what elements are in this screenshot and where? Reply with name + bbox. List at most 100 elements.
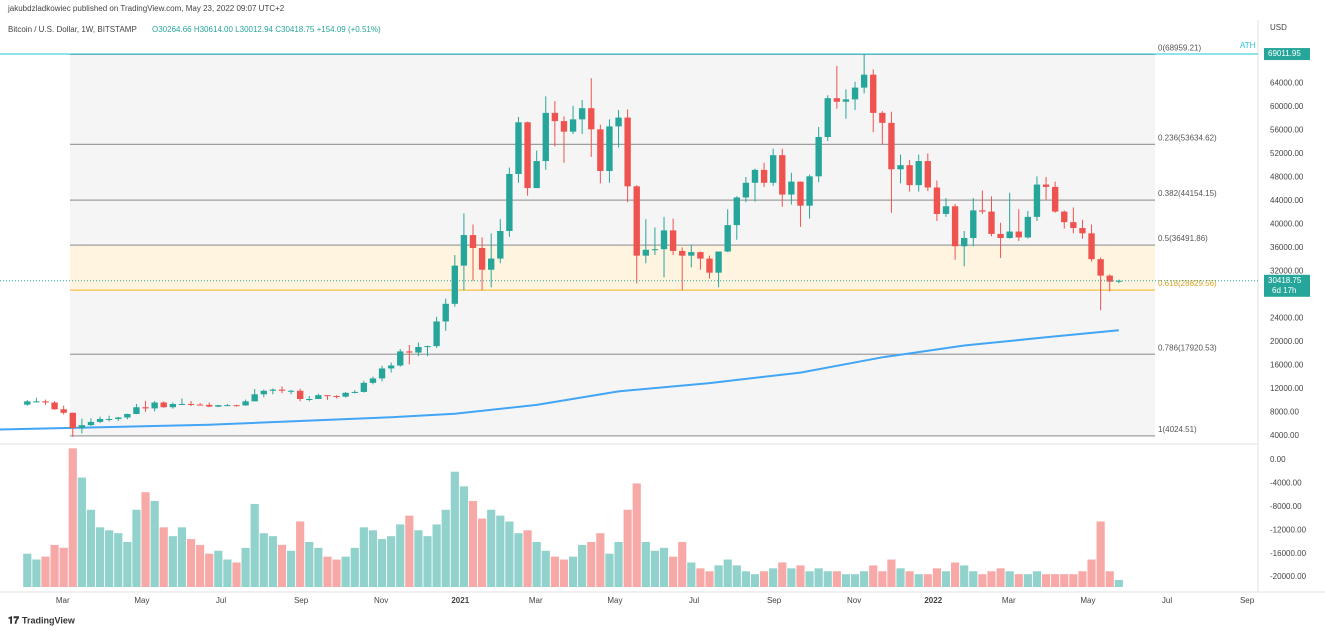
y-tick-label: 52000.00 xyxy=(1270,149,1304,158)
volume-bar xyxy=(996,568,1005,587)
candle-body xyxy=(915,161,922,186)
volume-bar xyxy=(860,571,869,587)
candle-body xyxy=(78,425,86,429)
candle-body xyxy=(296,390,304,399)
candle-body xyxy=(378,368,386,379)
volume-bar xyxy=(95,527,105,587)
x-tick-label: Jul xyxy=(689,596,699,605)
candle-body xyxy=(660,230,668,250)
volume-bar xyxy=(878,571,887,587)
candle-body xyxy=(769,155,777,183)
candle-body xyxy=(60,409,67,413)
candle-body xyxy=(1051,186,1059,212)
volume-bar xyxy=(568,556,578,587)
candle-body xyxy=(1006,231,1013,239)
volume-bar xyxy=(1014,574,1023,587)
candle-body xyxy=(233,405,240,407)
volume-bar xyxy=(268,536,277,587)
volume-bar xyxy=(168,536,177,587)
candle-body xyxy=(69,412,76,429)
candle-body xyxy=(788,181,795,195)
volume-bar xyxy=(32,559,41,587)
volume-bar xyxy=(450,471,459,587)
brand: TradingView xyxy=(22,615,76,625)
volume-bar xyxy=(305,541,314,587)
volume-bar xyxy=(823,571,832,587)
x-tick-label: May xyxy=(134,596,149,605)
volume-bar xyxy=(487,509,496,587)
y-tick-label: 24000.00 xyxy=(1270,314,1304,323)
volume-bar xyxy=(77,477,86,587)
volume-bar xyxy=(1023,574,1032,587)
candle-body xyxy=(715,251,722,273)
volume-bar xyxy=(778,562,787,587)
candle-body xyxy=(588,108,595,130)
x-tick-label: Nov xyxy=(374,596,388,605)
logo: 𝟏𝟕 xyxy=(8,616,20,627)
y2-tick-label: -16000.00 xyxy=(1270,549,1307,558)
candle-body xyxy=(997,233,1004,239)
candle-body xyxy=(988,211,995,234)
volume-bar xyxy=(787,568,796,587)
candle-body xyxy=(906,165,913,186)
volume-bar xyxy=(1041,574,1051,587)
candle-body xyxy=(651,249,659,251)
volume-bar xyxy=(932,568,941,587)
volume-bar xyxy=(332,559,341,587)
volume-bar xyxy=(296,521,305,587)
candle-body xyxy=(924,161,931,188)
volume-bar xyxy=(650,550,660,587)
fib-label: 0(68959.21) xyxy=(1158,43,1201,52)
volume-bar xyxy=(150,500,159,587)
volume-bar xyxy=(741,571,750,587)
candle-body xyxy=(942,206,950,214)
volume-bar xyxy=(341,556,350,587)
candle-body xyxy=(897,165,904,170)
y-tick-label: 44000.00 xyxy=(1270,196,1304,205)
y-tick-label: 36000.00 xyxy=(1270,243,1304,252)
volume-bar xyxy=(205,553,214,587)
candle-body xyxy=(306,398,313,400)
volume-bar xyxy=(223,559,232,587)
candle-body xyxy=(1033,184,1041,217)
candle-body xyxy=(433,321,440,347)
volume-bar xyxy=(960,565,969,587)
volume-bar xyxy=(796,565,805,587)
y-tick-label: 4000.00 xyxy=(1270,431,1299,440)
y2-tick-label: 0.00 xyxy=(1270,455,1286,464)
candle-body xyxy=(888,122,895,170)
x-tick-label: Mar xyxy=(56,596,70,605)
candle-body xyxy=(1088,233,1095,260)
volume-bar xyxy=(359,527,368,587)
candle-body xyxy=(287,390,295,392)
x-tick-label: Jul xyxy=(216,596,226,605)
candle-body xyxy=(669,230,677,251)
candle-body xyxy=(751,169,759,183)
fib-label: 0.618(28829.56) xyxy=(1158,279,1217,288)
y-tick-label: 40000.00 xyxy=(1270,220,1304,229)
candle-body xyxy=(1097,259,1104,276)
volume-bar xyxy=(923,574,932,587)
volume-bar xyxy=(405,515,414,587)
volume-bar xyxy=(514,533,523,587)
volume-bar xyxy=(468,500,478,587)
candle-body xyxy=(206,404,213,407)
volume-bar xyxy=(805,571,814,587)
volume-bar xyxy=(641,541,650,587)
volume-bar xyxy=(232,562,241,587)
candle-body xyxy=(851,87,859,100)
volume-bar xyxy=(1032,571,1042,587)
ath-box xyxy=(1264,48,1310,61)
volume-bar xyxy=(441,509,450,587)
candle-body xyxy=(324,395,331,397)
candle-body xyxy=(815,136,822,177)
candle-body xyxy=(533,161,540,189)
candle-body xyxy=(215,405,222,407)
candle-body xyxy=(515,122,522,174)
candle-body xyxy=(624,117,631,187)
candle-body xyxy=(342,392,349,397)
candle-body xyxy=(497,230,504,259)
ath-label: ATH xyxy=(1240,41,1256,50)
volume-bar xyxy=(214,550,223,587)
candle-body xyxy=(578,108,586,120)
